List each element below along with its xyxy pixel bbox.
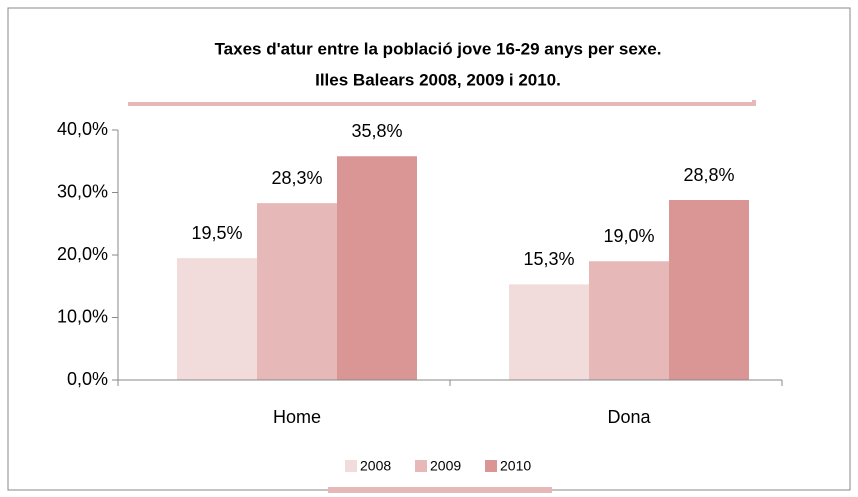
legend-label: 2010 xyxy=(500,458,531,474)
bar xyxy=(177,258,257,380)
data-label: 19,5% xyxy=(191,223,242,243)
x-tick-label: Home xyxy=(273,407,321,427)
data-label: 19,0% xyxy=(603,226,654,246)
bar xyxy=(589,261,669,380)
y-tick-label: 40,0% xyxy=(57,119,108,139)
bar xyxy=(337,156,417,380)
data-label: 35,8% xyxy=(351,121,402,141)
y-tick-label: 20,0% xyxy=(57,244,108,264)
bar xyxy=(669,200,749,380)
data-label: 28,3% xyxy=(271,168,322,188)
data-label: 15,3% xyxy=(523,249,574,269)
y-tick-label: 30,0% xyxy=(57,181,108,201)
bar xyxy=(509,284,589,380)
legend-label: 2008 xyxy=(360,458,391,474)
x-tick-label: Dona xyxy=(607,407,651,427)
data-label: 28,8% xyxy=(683,165,734,185)
title-box xyxy=(124,28,752,102)
legend-swatch xyxy=(485,460,497,472)
legend-label: 2009 xyxy=(430,458,461,474)
y-tick-label: 0,0% xyxy=(67,369,108,389)
legend-swatch xyxy=(345,460,357,472)
legend-swatch xyxy=(415,460,427,472)
chart-title: Taxes d'atur entre la població jove 16-2… xyxy=(215,39,662,58)
chart-title: Illes Balears 2008, 2009 i 2010. xyxy=(315,70,561,89)
legend-shadow xyxy=(328,487,552,493)
title-shadow xyxy=(128,100,756,106)
bar xyxy=(257,203,337,380)
y-tick-label: 10,0% xyxy=(57,306,108,326)
